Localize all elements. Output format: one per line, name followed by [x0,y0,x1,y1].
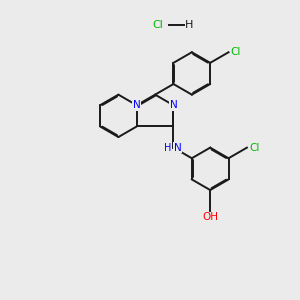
Text: N: N [169,100,177,110]
Text: N: N [133,100,141,110]
Text: Cl: Cl [249,142,260,153]
Text: N: N [174,142,182,153]
Text: Cl: Cl [152,20,163,30]
Text: OH: OH [202,212,218,222]
Text: H: H [185,20,193,30]
Text: H: H [164,142,172,153]
Text: Cl: Cl [231,47,241,57]
